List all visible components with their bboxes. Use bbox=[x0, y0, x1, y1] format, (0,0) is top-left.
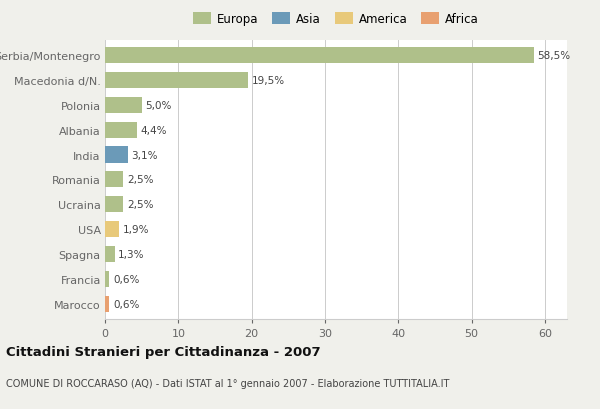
Bar bbox=[105, 97, 142, 114]
Bar bbox=[105, 197, 124, 213]
Text: 2,5%: 2,5% bbox=[127, 200, 154, 210]
Text: 0,6%: 0,6% bbox=[113, 299, 139, 309]
Bar bbox=[105, 271, 109, 288]
Text: 1,9%: 1,9% bbox=[122, 225, 149, 235]
Text: 58,5%: 58,5% bbox=[538, 51, 571, 61]
Bar bbox=[105, 246, 115, 263]
Bar bbox=[105, 296, 109, 312]
Text: 2,5%: 2,5% bbox=[127, 175, 154, 185]
Text: 19,5%: 19,5% bbox=[251, 76, 285, 85]
Text: 1,3%: 1,3% bbox=[118, 249, 145, 259]
Text: Cittadini Stranieri per Cittadinanza - 2007: Cittadini Stranieri per Cittadinanza - 2… bbox=[6, 346, 320, 359]
Bar bbox=[105, 147, 128, 163]
Bar bbox=[105, 72, 248, 89]
Bar bbox=[105, 222, 119, 238]
Text: 3,1%: 3,1% bbox=[131, 150, 158, 160]
Bar bbox=[105, 122, 137, 138]
Text: 0,6%: 0,6% bbox=[113, 274, 139, 284]
Text: 5,0%: 5,0% bbox=[145, 101, 172, 110]
Bar bbox=[105, 172, 124, 188]
Legend: Europa, Asia, America, Africa: Europa, Asia, America, Africa bbox=[190, 9, 482, 29]
Bar bbox=[105, 48, 534, 64]
Text: COMUNE DI ROCCARASO (AQ) - Dati ISTAT al 1° gennaio 2007 - Elaborazione TUTTITAL: COMUNE DI ROCCARASO (AQ) - Dati ISTAT al… bbox=[6, 378, 449, 388]
Text: 4,4%: 4,4% bbox=[141, 125, 167, 135]
